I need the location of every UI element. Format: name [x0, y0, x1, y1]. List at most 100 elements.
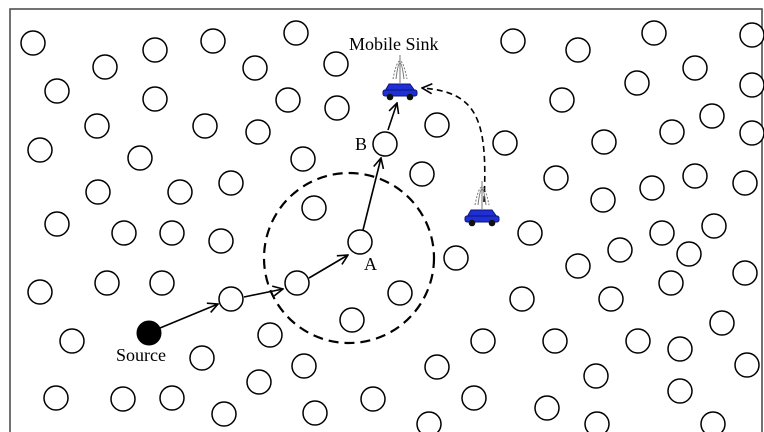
sensor-node-icon	[549, 87, 575, 113]
mobile-sink-vehicle-icon	[382, 55, 418, 101]
sensor-node-icon	[700, 411, 726, 432]
sensor-node-icon	[94, 270, 120, 296]
route-arrow-source-to-1	[159, 304, 218, 329]
sensor-node-icon	[590, 187, 616, 213]
antenna-icon	[474, 181, 490, 209]
sink-trajectory	[422, 88, 486, 203]
sensor-node-icon	[659, 119, 685, 145]
sensor-node-icon	[461, 385, 487, 411]
sensor-node-icon	[85, 179, 111, 205]
source-node-icon	[136, 320, 162, 346]
sensor-node-icon	[667, 378, 693, 404]
sensor-node-icon	[290, 146, 316, 172]
sensor-node-icon	[324, 95, 350, 121]
sensor-node-icon	[492, 130, 518, 156]
antenna-icon	[392, 55, 408, 83]
sensor-node-icon	[291, 353, 317, 379]
routing-path	[159, 103, 397, 329]
sensor-node-icon	[59, 328, 85, 354]
sensor-node-icon	[323, 51, 349, 77]
sensor-node-icon	[218, 286, 244, 312]
sensor-node-icon	[517, 220, 543, 246]
sensor-node-icon	[245, 119, 271, 145]
sensor-node-icon	[111, 220, 137, 246]
sensor-node-icon	[44, 211, 70, 237]
sensor-node-icon	[142, 37, 168, 63]
sensor-node-icon	[192, 113, 218, 139]
route-arrow-b-to-sink	[387, 103, 397, 131]
sensor-node-icon	[732, 170, 758, 196]
sensor-node-icon	[211, 401, 237, 427]
sensor-node-icon	[739, 72, 764, 98]
sensor-node-icon	[699, 103, 725, 129]
node-a-label: A	[364, 254, 377, 274]
sensor-node-icon	[387, 280, 413, 306]
sensor-node-icon	[739, 22, 764, 48]
sensor-node-icon	[658, 270, 684, 296]
diagram-frame	[9, 8, 763, 432]
route-arrow-2-to-a	[308, 255, 348, 279]
sensor-node-icon	[257, 322, 283, 348]
sensor-node-icon	[159, 385, 185, 411]
sensor-node-icon	[734, 352, 760, 378]
sensor-node-icon	[739, 120, 764, 146]
sensor-node-icon	[167, 179, 193, 205]
sensor-node-icon	[283, 20, 309, 46]
route-arrow-a-to-b	[362, 158, 381, 231]
sensor-node-icon	[301, 195, 327, 221]
sensor-node-icon	[641, 20, 667, 46]
communication-range-circle	[262, 171, 436, 345]
sensor-node-icon	[409, 161, 435, 187]
sensor-node-icon	[84, 113, 110, 139]
sensor-node-icon	[284, 270, 310, 296]
sensor-node-icon	[565, 253, 591, 279]
sensor-node-icon	[43, 385, 69, 411]
sensor-node-icon	[443, 245, 469, 271]
sensor-node-icon	[302, 400, 328, 426]
sensor-node-icon	[565, 37, 591, 63]
sensor-node-icon	[218, 170, 244, 196]
sensor-node-icon	[339, 307, 365, 333]
sensor-node-icon	[142, 86, 168, 112]
sensor-node-icon	[424, 354, 450, 380]
sensor-node-icon	[542, 328, 568, 354]
source-label: Source	[116, 345, 166, 365]
sensor-node-icon	[200, 28, 226, 54]
sensor-node-icon	[92, 54, 118, 80]
sensor-node-icon	[242, 55, 268, 81]
node-b-label: B	[355, 134, 367, 154]
sensor-node-icon	[27, 279, 53, 305]
sensor-node-icon	[598, 286, 624, 312]
sensor-node-icon	[127, 145, 153, 171]
sensor-node-icon	[159, 220, 185, 246]
sensor-node-icon	[732, 260, 758, 286]
sensor-node-icon	[509, 286, 535, 312]
sensor-node-icon	[189, 345, 215, 371]
sensor-node-icon	[360, 386, 386, 412]
sensor-nodes	[20, 20, 764, 432]
sensor-node-icon	[246, 369, 272, 395]
mobile-sink-label: Mobile Sink	[349, 34, 439, 54]
sensor-node-icon	[625, 328, 651, 354]
sensor-node-icon	[607, 237, 633, 263]
sensor-node-icon	[676, 241, 702, 267]
mobile-sink-previous-icon	[464, 181, 500, 227]
sensor-node-icon	[591, 129, 617, 155]
sensor-node-icon	[543, 165, 569, 191]
sensor-node-icon	[682, 55, 708, 81]
sensor-node-icon	[20, 30, 46, 56]
sensor-node-icon	[534, 395, 560, 421]
sensor-node-icon	[110, 386, 136, 412]
sensor-node-icon	[347, 229, 373, 255]
sensor-node-icon	[372, 131, 398, 157]
sensor-node-icon	[44, 78, 70, 104]
sensor-node-icon	[208, 228, 234, 254]
sensor-node-icon	[624, 70, 650, 96]
sensor-node-icon	[682, 163, 708, 189]
sensor-node-icon	[416, 411, 442, 432]
route-arrow-1-to-2	[243, 289, 283, 298]
sensor-node-icon	[701, 213, 727, 239]
sensor-node-icon	[500, 28, 526, 54]
sensor-node-icon	[649, 220, 675, 246]
